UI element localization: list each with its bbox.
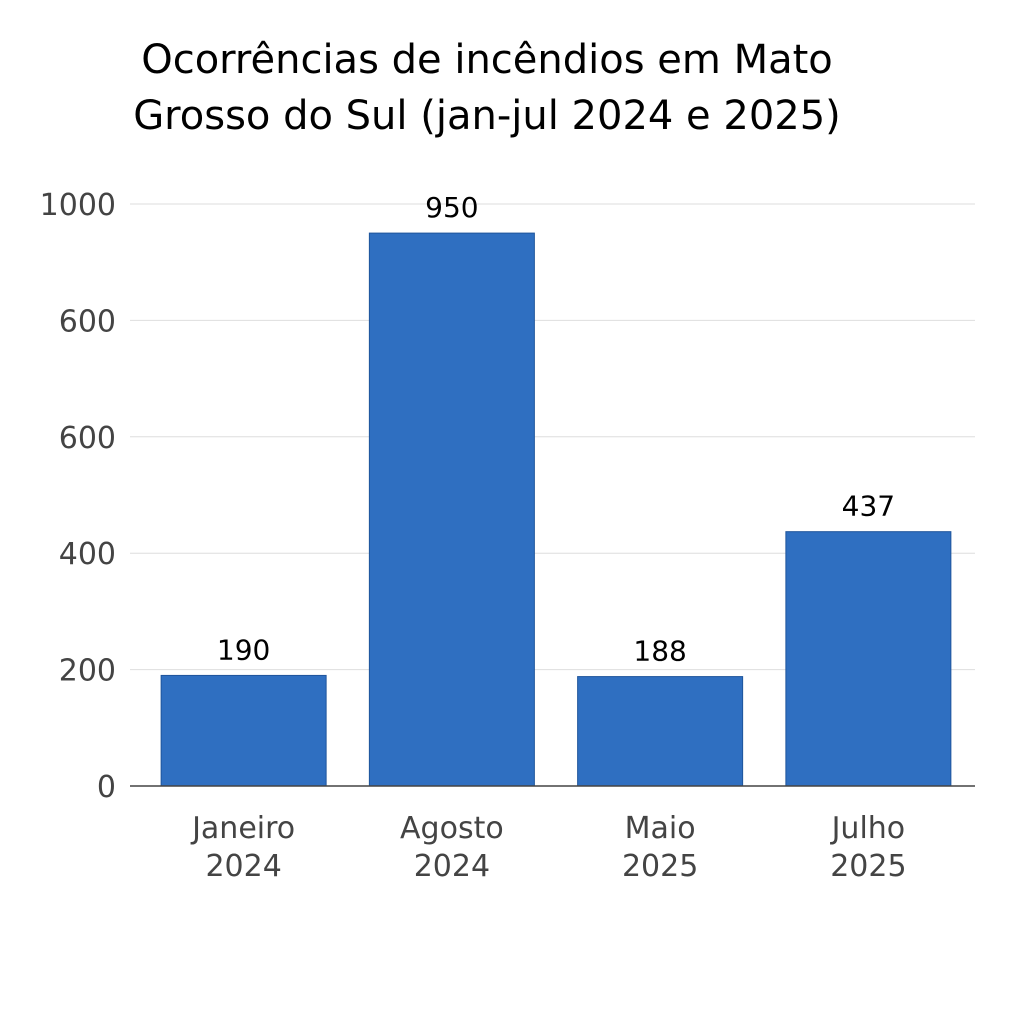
- chart-title-line-1: Ocorrências de incêndios em Mato: [141, 37, 833, 83]
- x-tick-label: Agosto: [400, 811, 504, 846]
- x-tick-label: 2025: [830, 849, 906, 884]
- data-label: 950: [425, 191, 478, 224]
- bar: [577, 676, 744, 787]
- data-label: 188: [633, 635, 686, 668]
- y-tick-label: 200: [59, 654, 116, 689]
- x-tick-label: 2024: [414, 849, 490, 884]
- y-tick-label: 1000: [40, 188, 116, 223]
- y-tick-label: 400: [59, 537, 116, 572]
- chart-title: Ocorrências de incêndios em Mato Grosso …: [0, 32, 974, 144]
- x-tick-label: Julho: [830, 811, 906, 846]
- x-tick-label: 2024: [205, 849, 281, 884]
- x-tick-label: Maio: [625, 811, 696, 846]
- y-tick-label: 0: [97, 770, 116, 805]
- x-tick-label: Janeiro: [190, 811, 295, 846]
- bar: [368, 232, 535, 787]
- y-tick-label: 600: [59, 421, 116, 456]
- y-tick-label: 600: [59, 304, 116, 339]
- bar: [160, 674, 327, 787]
- x-tick-label: 2025: [622, 849, 698, 884]
- chart-title-line-2: Grosso do Sul (jan-jul 2024 e 2025): [133, 93, 841, 139]
- bar: [785, 531, 952, 787]
- data-label: 190: [217, 633, 270, 666]
- data-label: 437: [842, 490, 895, 523]
